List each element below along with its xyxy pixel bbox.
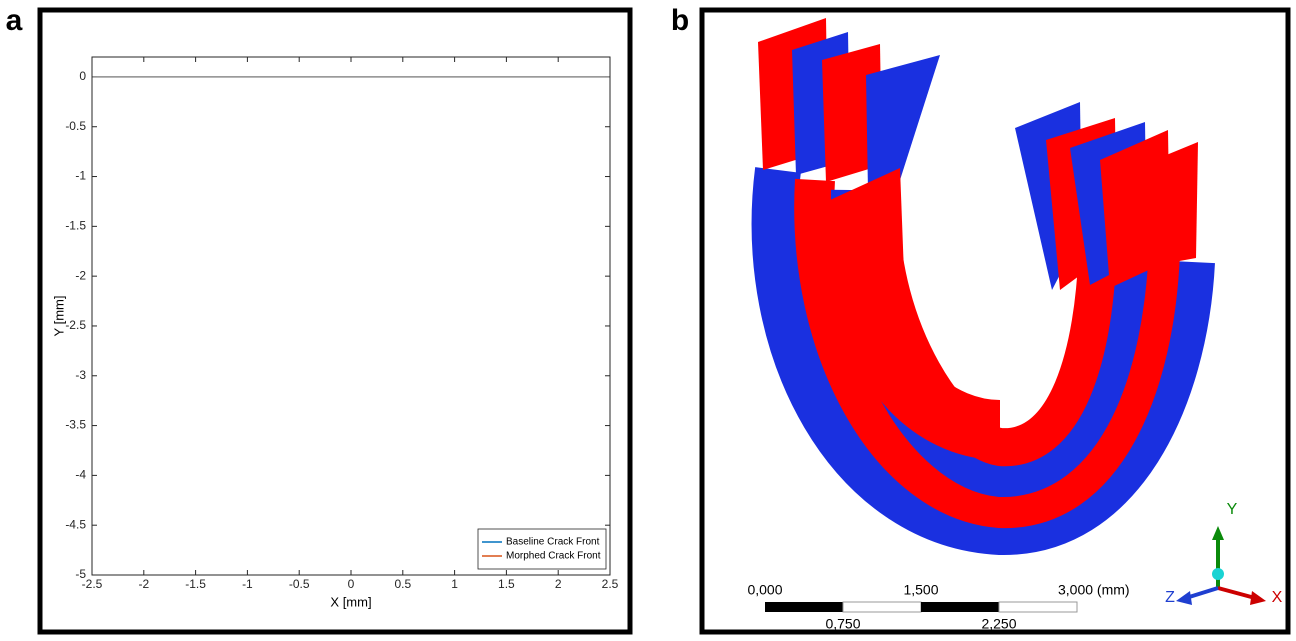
triad-label: Z — [1165, 589, 1175, 606]
x-tick-label: 0.5 — [394, 577, 411, 591]
legend-box — [478, 529, 606, 569]
triad-label: Y — [1227, 501, 1238, 518]
x-tick-label: -0.5 — [289, 577, 310, 591]
x-tick-label: 1.5 — [498, 577, 515, 591]
y-tick-label: -3.5 — [65, 418, 86, 432]
scale-label: 1,500 — [903, 582, 938, 598]
y-tick-label: -0.5 — [65, 119, 86, 133]
x-tick-label: 0 — [348, 577, 355, 591]
x-tick-label: 2.5 — [602, 577, 619, 591]
legend-label: Baseline Crack Front — [506, 537, 600, 548]
x-tick-label: -1.5 — [185, 577, 206, 591]
plot-area — [92, 57, 610, 575]
panel-label: b — [671, 4, 689, 37]
y-tick-label: 0 — [79, 69, 86, 83]
x-axis-label: X [mm] — [330, 594, 371, 609]
legend-label: Morphed Crack Front — [506, 551, 601, 562]
x-tick-label: -1 — [242, 577, 253, 591]
y-tick-label: -1 — [75, 169, 86, 183]
chart: -2.5 -2 -1.5 -1 -0.5 0 0.5 1 1.5 2 2.5 0 -0.5 -1 -1.5 -… — [51, 57, 618, 609]
scale-label: 3,000 (mm) — [1058, 582, 1130, 598]
x-tick-label: -2 — [138, 577, 149, 591]
y-tick-label: -2.5 — [65, 318, 86, 332]
x-tick-label: 2 — [555, 577, 562, 591]
y-tick-label: -4.5 — [65, 517, 86, 531]
y-tick-label: -3 — [75, 368, 86, 382]
scale-bar — [765, 602, 1077, 612]
y-tick-label: -5 — [75, 567, 86, 581]
figure: a b -2.5-2-1.5-1-0.500.511.522.50-0.5-1-… — [0, 0, 1296, 636]
y-axis-label: Y [mm] — [51, 296, 66, 337]
scale-label: 0,000 — [747, 582, 782, 598]
y-tick-label: -4 — [75, 468, 86, 482]
x-tick-label: 1 — [451, 577, 458, 591]
triad-label: X — [1272, 589, 1283, 606]
scale-label: 0,750 — [825, 616, 860, 632]
panel-label: a — [6, 4, 23, 37]
scale-label: 2,250 — [981, 616, 1016, 632]
y-tick-label: -1.5 — [65, 219, 86, 233]
y-tick-label: -2 — [75, 268, 86, 282]
